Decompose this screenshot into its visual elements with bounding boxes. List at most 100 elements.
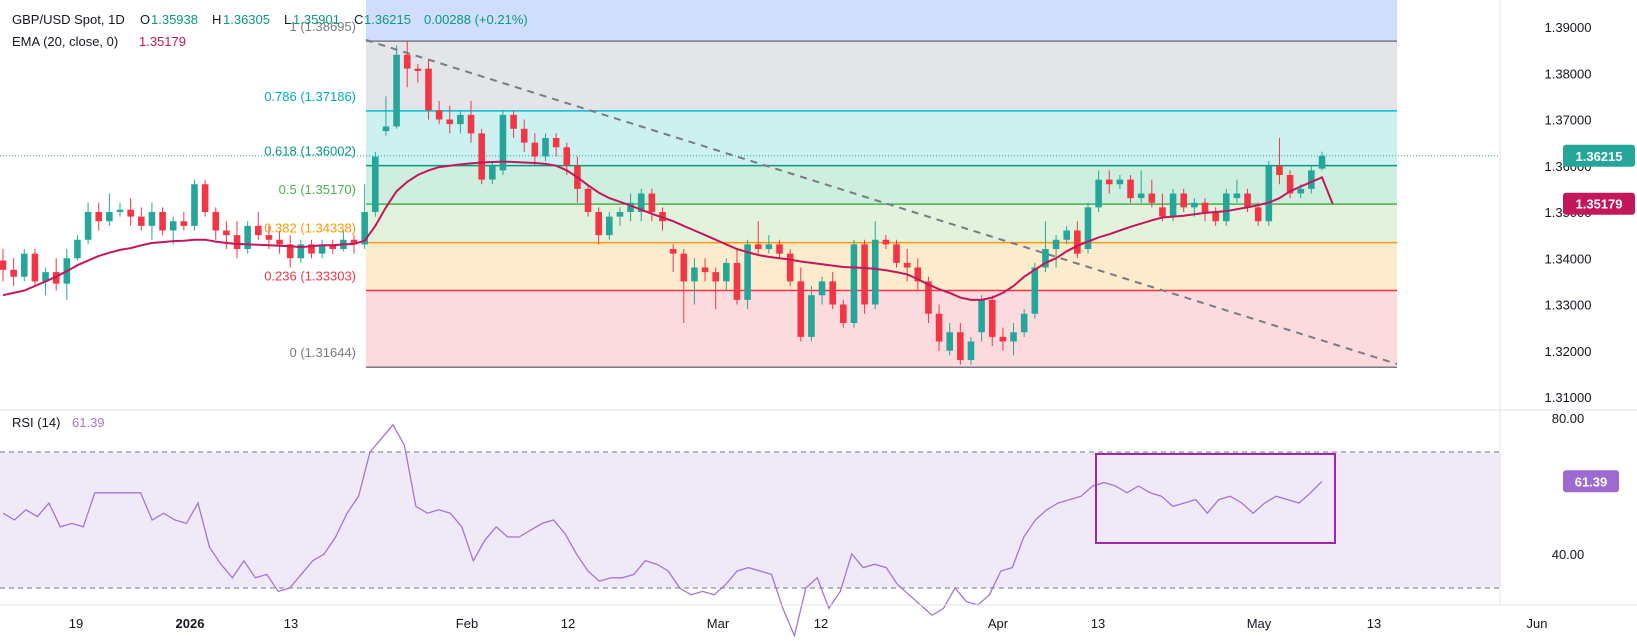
candle [946,323,953,356]
candle [1318,151,1326,171]
candle-body [1010,332,1017,342]
candle-body [1031,267,1039,314]
fib-label-0.5: 0.5 (1.35170) [279,182,356,197]
candle-body [308,244,315,254]
candle-body [914,267,922,282]
fib-label-0.618: 0.618 (1.36002) [264,144,356,159]
candle [1212,207,1219,226]
last-price-badge-bg [1563,144,1635,167]
time-tick-label: Apr [988,616,1009,631]
candle [403,40,411,88]
candle-body [372,156,379,212]
ema-legend-value: 1.35179 [139,34,186,49]
candle-body [95,212,103,222]
candle [744,239,751,310]
candle [988,295,996,347]
candle [1137,170,1145,203]
fib-band-0.5 [366,204,1397,243]
open-prefix: O [140,12,150,27]
rsi-legend-label: RSI (14) [12,415,60,430]
candle [712,267,719,310]
candle [10,258,17,286]
rsi-pane [0,423,1500,638]
rsi-value-badge-bg [1563,470,1619,493]
candle [467,101,475,143]
candle [116,202,124,217]
candle-body [967,341,975,360]
candle [850,239,858,328]
candle-body [1212,212,1219,222]
low-value: 1.35901 [293,12,340,27]
down-trendline [365,39,1398,365]
candle-body [552,138,560,148]
candle-body [861,244,868,305]
candle [1222,188,1230,226]
candle-body [446,119,454,125]
candle [882,235,890,249]
candle-body [733,262,741,300]
candle-body [669,249,677,254]
candle-body [1265,165,1273,222]
candle [595,207,602,245]
candle-body [169,221,177,231]
candle-body [797,281,805,337]
candle-body [467,114,475,134]
candle [967,336,975,365]
candle [1063,225,1071,245]
candle-body [786,253,794,282]
ema-legend-label: EMA (20, close, 0) [12,34,118,49]
candle-body [1095,179,1102,208]
candle-body [701,267,709,273]
fib-label-0.786: 0.786 (1.37186) [264,89,356,104]
time-tick-label: Mar [707,616,730,631]
candle-body [776,244,783,254]
price-tick-label: 1.38000 [1545,66,1592,81]
last-price-badge-text: 1.36215 [1576,149,1623,164]
candle-body [1254,207,1262,222]
fib-band-0.786 [366,110,1397,166]
candle-body [754,244,762,249]
candle [1148,179,1156,208]
candle [499,110,507,175]
candle [1105,170,1113,194]
candle [818,276,826,305]
candle-body [1148,193,1156,203]
candle-body [744,244,751,300]
candle [1254,202,1262,226]
candle [765,235,773,254]
rsi-tick-label: 40.00 [1552,547,1585,562]
candle [361,184,368,249]
candle-body [148,212,156,226]
candle [127,198,134,226]
candle-body [276,239,283,245]
candle-body [137,216,145,226]
candle-body [627,202,634,212]
ema-price-badge-bg [1563,192,1635,215]
candle-body [818,281,826,296]
candle-body [52,272,60,284]
candle [106,193,113,226]
candle-body [871,239,879,305]
candle [372,151,379,217]
candle [31,249,39,286]
time-tick-label: 12 [561,616,575,631]
candle-body [637,193,645,212]
candle-body [265,235,273,240]
last-price-badge: 1.36215 [1563,144,1635,167]
candle [1308,165,1315,194]
candle-body [297,244,305,259]
trendline [365,39,1398,365]
candle-body [893,244,900,263]
price-tick-label: 1.34000 [1545,251,1592,266]
time-tick-label: Feb [456,616,478,631]
candle-body [925,281,932,314]
high-prefix: H [212,12,221,27]
candle-body [286,244,294,259]
candle [180,212,188,231]
candle [95,202,103,231]
fib-band-0.236 [366,290,1397,368]
candle-body [882,239,890,245]
candle-body [84,212,92,240]
ema-20-line [2,160,1334,301]
